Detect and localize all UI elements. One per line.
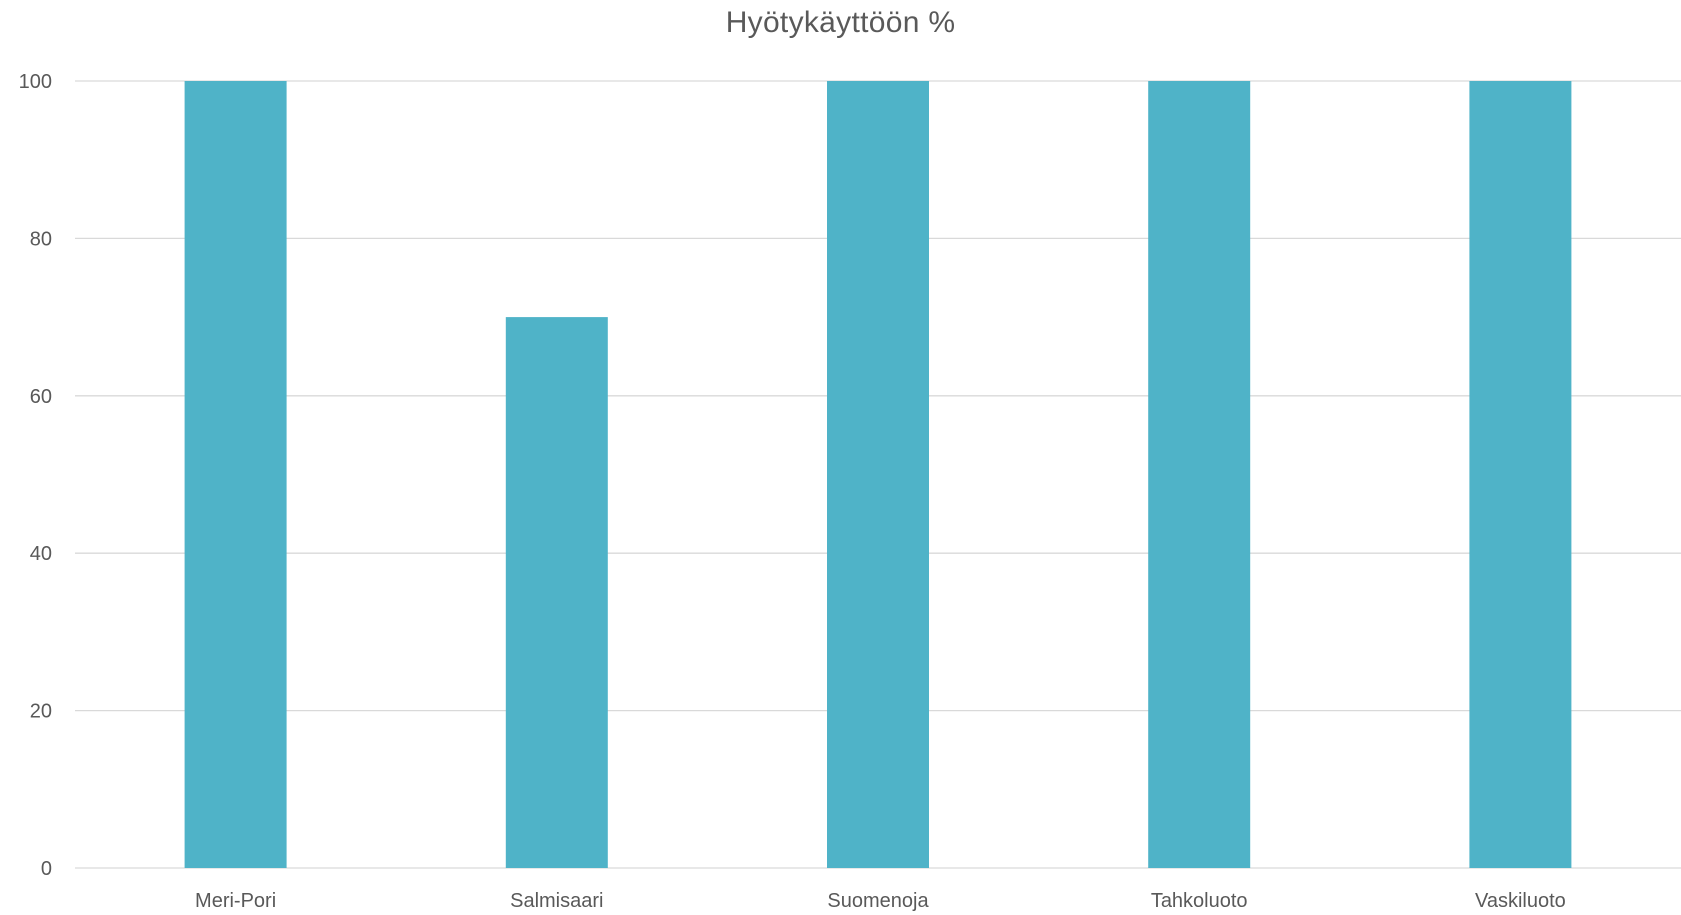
y-tick-label: 80	[30, 228, 52, 250]
y-axis-tick-labels: 0 20 40 60 80 100	[19, 71, 52, 880]
x-tick-label: Suomenoja	[827, 890, 929, 912]
x-tick-label: Salmisaari	[510, 890, 603, 912]
bar-vaskiluoto	[1469, 81, 1572, 868]
bar-meri-pori	[184, 81, 287, 868]
bar-tahkoluoto	[1148, 81, 1251, 868]
x-tick-label: Meri-Pori	[195, 890, 276, 912]
x-tick-label: Tahkoluoto	[1151, 890, 1248, 912]
y-tick-label: 0	[41, 858, 52, 880]
y-tick-label: 20	[30, 701, 52, 723]
bar-suomenoja	[827, 81, 929, 868]
y-tick-label: 100	[19, 71, 52, 93]
y-tick-label: 40	[30, 543, 52, 565]
bars	[184, 81, 1572, 869]
bar-salmisaari	[505, 317, 608, 869]
y-tick-label: 60	[30, 386, 52, 408]
x-tick-label: Vaskiluoto	[1475, 890, 1566, 912]
x-axis-tick-labels: Meri-Pori Salmisaari Suomenoja Tahkoluoto Va…	[195, 890, 1566, 912]
chart-title: Hyötykäyttöön %	[725, 6, 956, 39]
